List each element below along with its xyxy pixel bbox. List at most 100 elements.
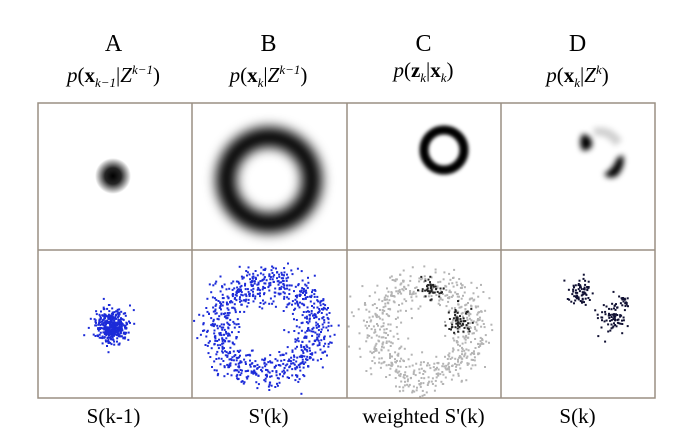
particle <box>272 300 275 303</box>
particle <box>484 366 486 368</box>
particle <box>447 311 450 314</box>
particle <box>417 307 420 310</box>
particle <box>330 341 333 344</box>
particle <box>315 316 318 319</box>
particle <box>379 308 381 311</box>
particle <box>297 340 300 343</box>
particle <box>222 326 225 329</box>
particle <box>129 321 131 324</box>
particle <box>398 385 401 388</box>
particle <box>291 303 293 306</box>
particle <box>316 323 319 326</box>
particle <box>381 343 384 346</box>
particle <box>601 319 603 322</box>
particle <box>232 359 235 362</box>
particle <box>448 289 451 292</box>
particle <box>435 376 438 379</box>
particle <box>404 371 407 374</box>
particle <box>369 320 372 323</box>
particle <box>373 347 376 350</box>
particle <box>123 324 126 327</box>
particle <box>298 326 301 329</box>
particle <box>219 301 222 304</box>
particle <box>423 275 426 278</box>
particle <box>269 281 272 284</box>
particle <box>236 369 239 372</box>
particle <box>607 330 610 333</box>
particle <box>226 321 229 324</box>
particle <box>212 284 215 287</box>
particle <box>324 307 326 310</box>
particle <box>445 289 448 292</box>
particle <box>462 294 464 297</box>
particle <box>456 295 459 298</box>
particle <box>488 341 490 344</box>
particle <box>605 319 608 322</box>
particle <box>308 320 311 323</box>
particle <box>448 355 451 358</box>
particle <box>294 302 297 305</box>
particle <box>267 361 270 364</box>
particle <box>412 371 415 374</box>
particle <box>300 329 303 332</box>
particle <box>102 314 105 317</box>
particle <box>579 300 582 302</box>
particle <box>583 291 586 294</box>
particle <box>280 277 283 280</box>
particle <box>369 367 372 370</box>
particle <box>437 372 440 375</box>
expression-a: p(xk−1|Zk−1) <box>67 62 160 91</box>
particle <box>228 350 231 353</box>
particle <box>268 282 271 285</box>
particle <box>219 275 222 278</box>
particle <box>432 291 435 294</box>
particle <box>234 363 237 366</box>
particle <box>380 357 383 360</box>
particle <box>225 288 228 291</box>
particle <box>442 373 445 376</box>
particle <box>256 283 259 286</box>
particle <box>266 374 268 377</box>
particle <box>109 336 112 339</box>
particle <box>258 305 261 308</box>
particle <box>388 307 391 310</box>
particle <box>390 341 393 344</box>
particle <box>448 309 451 312</box>
particle <box>478 311 481 314</box>
particle <box>456 323 459 326</box>
particle <box>387 334 389 337</box>
particle <box>105 330 108 333</box>
particle <box>321 308 323 311</box>
particle <box>99 331 102 334</box>
particle <box>106 329 109 332</box>
particle <box>237 280 240 283</box>
particle <box>444 355 446 358</box>
particle <box>413 390 416 393</box>
particle <box>285 352 288 355</box>
particle <box>269 361 272 364</box>
particle <box>215 312 218 315</box>
particle <box>262 287 265 289</box>
particle <box>120 317 123 320</box>
particle <box>424 289 427 292</box>
particle <box>398 288 401 291</box>
particle <box>395 290 398 293</box>
particle <box>347 325 350 328</box>
particle <box>312 342 315 345</box>
particle <box>370 328 373 331</box>
particle <box>608 312 610 315</box>
particle <box>302 363 305 365</box>
particle <box>388 340 391 343</box>
particle <box>469 353 472 356</box>
particle <box>389 355 392 357</box>
particle <box>444 294 447 297</box>
particle <box>376 323 378 325</box>
particle <box>237 323 240 326</box>
particle <box>237 291 240 293</box>
particle <box>210 347 213 350</box>
particle <box>226 372 229 375</box>
particle <box>219 306 222 309</box>
particle <box>223 323 225 326</box>
particle <box>296 375 299 378</box>
particle <box>377 315 380 318</box>
